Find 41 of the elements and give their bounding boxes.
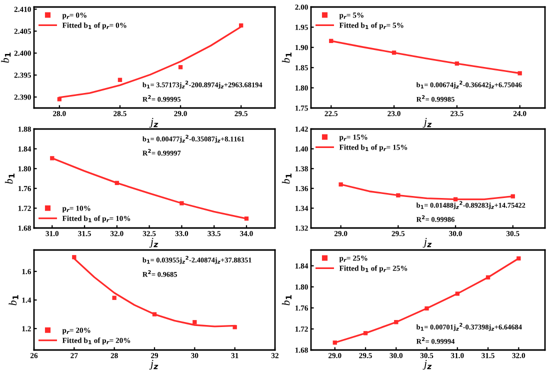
line-series — [330, 40, 521, 74]
point — [394, 320, 398, 324]
point — [455, 292, 460, 296]
point — [118, 78, 122, 82]
point — [72, 255, 76, 260]
point — [516, 256, 521, 261]
y-axis-title: b$_{1}$ — [4, 174, 14, 184]
point — [454, 61, 460, 66]
point — [178, 65, 183, 70]
point — [180, 201, 184, 206]
point — [57, 97, 62, 102]
y-axis-title: b$_{1}$ — [1, 52, 11, 63]
x-axis-title: j$_{z}$ — [422, 238, 432, 248]
point — [112, 296, 116, 300]
point — [453, 197, 458, 202]
point — [239, 23, 244, 28]
point — [50, 156, 54, 160]
x-axis-title: j$_{z}$ — [422, 360, 432, 370]
point — [392, 50, 396, 55]
y-axis-title: b$_{1}$ — [282, 174, 292, 184]
point — [363, 331, 368, 336]
x-axis-title: j$_{z}$ — [149, 238, 158, 248]
point — [338, 182, 343, 187]
point — [192, 320, 197, 324]
point — [424, 306, 429, 311]
point — [510, 194, 515, 198]
point — [396, 193, 400, 198]
x-axis-title: j$_{z}$ — [149, 360, 158, 370]
point — [486, 275, 490, 280]
point — [152, 312, 157, 316]
y-axis-title: b$_{1}$ — [8, 295, 18, 306]
y-axis-title: b$_{1}$ — [282, 52, 292, 63]
point — [232, 325, 237, 330]
point — [332, 340, 337, 345]
point — [518, 71, 522, 76]
x-axis-title: j$_{z}$ — [422, 118, 432, 128]
y-axis-title: b$_{1}$ — [282, 295, 292, 306]
point — [329, 38, 334, 44]
point — [244, 216, 249, 221]
point — [114, 180, 120, 186]
x-axis-title: j$_{z}$ — [149, 118, 158, 128]
